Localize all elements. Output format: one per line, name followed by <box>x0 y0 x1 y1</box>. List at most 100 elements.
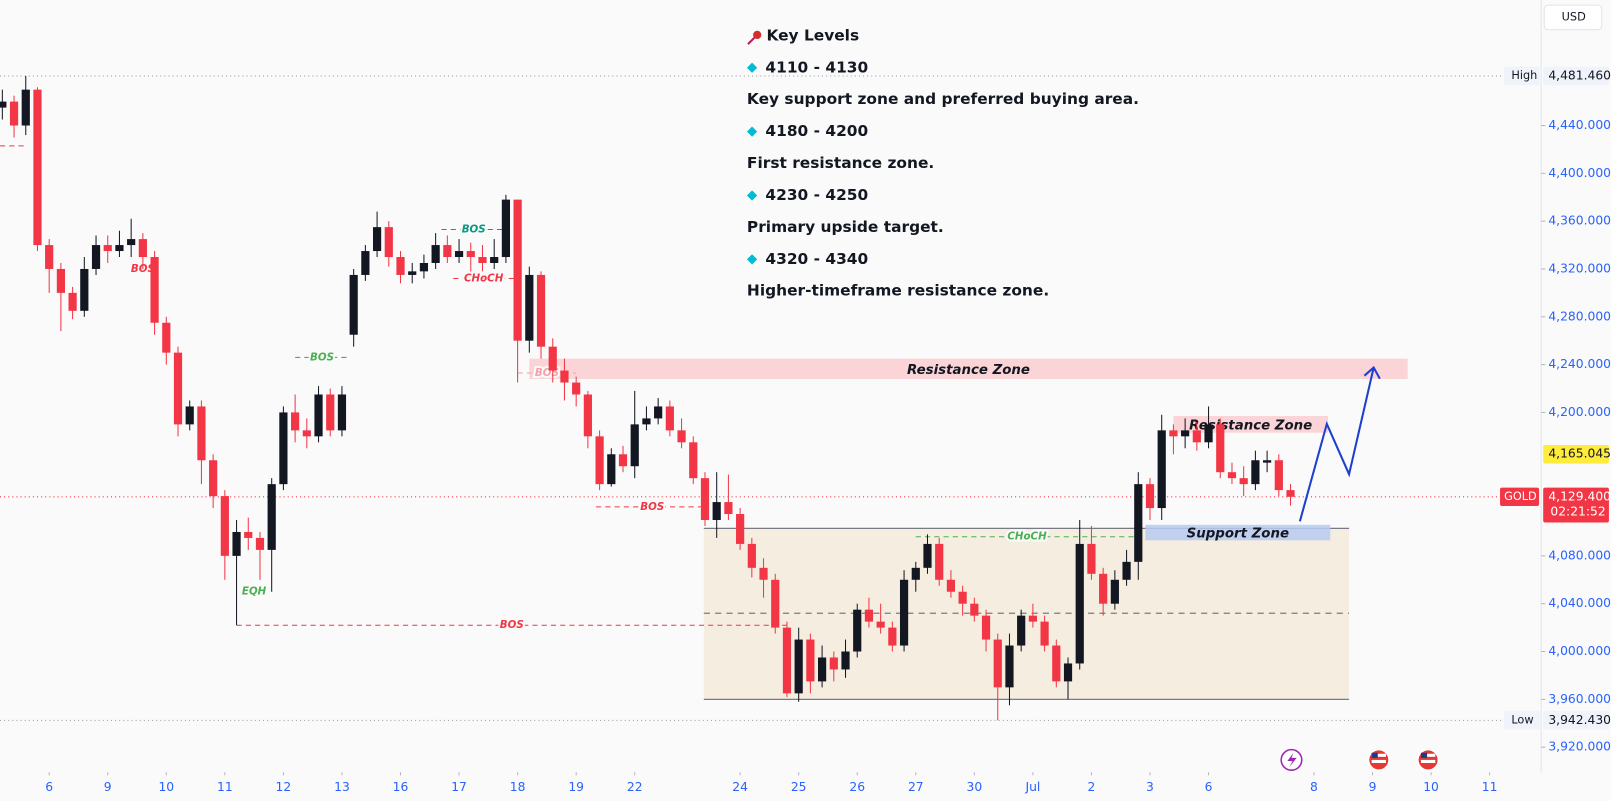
x-tick-label: 8 <box>1310 780 1318 794</box>
lightning-icon <box>1287 752 1297 768</box>
level-range: 4110 - 4130 <box>765 58 868 76</box>
candle-body <box>127 239 136 246</box>
currency-label: USD <box>1562 10 1586 23</box>
pin-head <box>753 30 762 40</box>
structure-label: BOS <box>131 263 155 275</box>
x-tick-label: 25 <box>791 780 807 794</box>
level-description: First resistance zone. <box>747 154 934 172</box>
candle-body <box>21 89 30 126</box>
candle-body <box>654 406 663 419</box>
time-axis: 6 9 10 11 12 13 16 17 18 19 22 24 25 26 27 30 Jul 2 3 6 8 9 10… <box>45 772 1497 794</box>
level-description: Higher-timeframe resistance zone. <box>747 282 1049 300</box>
currency-button[interactable] <box>1543 4 1603 31</box>
candle-body <box>396 257 405 275</box>
candle-body <box>162 322 171 353</box>
candle-body <box>279 412 288 485</box>
candle-body <box>935 543 944 580</box>
candle-body <box>1122 561 1131 580</box>
candle-body <box>384 227 393 258</box>
candle-body <box>513 199 522 341</box>
candle-body <box>1134 484 1143 562</box>
x-tick-label: 26 <box>849 780 865 794</box>
candle-body <box>1040 621 1049 646</box>
zone-label: Resistance Zone <box>907 363 1030 378</box>
candle-body <box>1251 460 1260 485</box>
y-tick-label: 3,960.000 <box>1548 692 1611 706</box>
y-tick-label: 4,000.000 <box>1548 644 1611 658</box>
candle-body <box>185 406 194 425</box>
candle-body <box>197 406 206 461</box>
x-tick-label: Jul <box>1024 780 1040 794</box>
candle-body <box>677 430 686 443</box>
y-tick-label: 4,080.000 <box>1548 548 1611 562</box>
last-price-box <box>1543 487 1609 523</box>
candle-body <box>841 651 850 670</box>
x-tick-label: 11 <box>1482 780 1498 794</box>
candle-body <box>560 370 569 383</box>
value-box <box>1543 711 1609 730</box>
candle-body <box>736 514 745 544</box>
candle-body <box>1286 490 1295 497</box>
candle-body <box>361 251 370 275</box>
x-tick-label: 27 <box>908 780 924 794</box>
candle-body <box>1192 430 1201 443</box>
candle-body <box>548 346 557 371</box>
y-tick-label: 4,040.000 <box>1548 596 1611 610</box>
candle-body <box>91 245 101 269</box>
x-tick-label: 17 <box>451 780 467 794</box>
x-tick-label: 10 <box>1423 780 1439 794</box>
candle-body <box>970 603 979 616</box>
candle-body <box>806 639 815 682</box>
candle-body <box>220 496 229 556</box>
candle-body <box>782 627 792 694</box>
candle-body <box>337 394 347 431</box>
level-range: 4180 - 4200 <box>765 122 868 140</box>
structure-label: BOS <box>310 351 334 363</box>
candle-body <box>712 502 721 521</box>
x-tick-label: 10 <box>158 780 174 794</box>
candle-body <box>583 394 592 437</box>
candle-body <box>1157 430 1166 509</box>
x-tick-label: 16 <box>393 780 409 794</box>
candle-body <box>981 615 991 640</box>
candle-body <box>1052 645 1061 682</box>
projection-arrowhead <box>1363 365 1381 380</box>
flag-stripe <box>1371 759 1386 764</box>
candle-body <box>1028 615 1037 622</box>
candle-body <box>244 531 253 538</box>
candle-body <box>1216 424 1225 473</box>
candle-body <box>454 251 464 258</box>
flag-canton <box>1371 752 1378 758</box>
candle-body <box>1075 543 1084 664</box>
flag-canton <box>1420 752 1428 758</box>
x-tick-label: 24 <box>732 780 748 794</box>
value-text: 4,481.460 <box>1548 68 1611 82</box>
key-levels-note: Key Levels 4110 - 4130 Key support zone a… <box>746 26 1139 300</box>
candle-body <box>1005 645 1014 688</box>
structure-label: EQH <box>242 586 267 598</box>
candle-body <box>115 245 124 252</box>
candle-body <box>45 245 54 269</box>
candle-body <box>501 199 511 258</box>
candle-body <box>291 412 300 431</box>
candle-body <box>946 579 956 592</box>
candle-body <box>209 460 218 497</box>
candle-body <box>349 274 358 335</box>
x-tick-label: 30 <box>966 780 982 794</box>
candle-body <box>759 567 768 580</box>
candle-body <box>817 657 827 682</box>
flag-stripe <box>1420 759 1436 764</box>
candle-body <box>80 268 89 311</box>
alert-label: 4,165.045 <box>1548 447 1611 461</box>
x-tick-label: 13 <box>334 780 350 794</box>
x-tick-label: 9 <box>1369 780 1377 794</box>
candle-body <box>490 257 499 263</box>
candle-body <box>899 579 909 646</box>
tag-text: High <box>1511 69 1537 82</box>
symbol-box <box>1500 487 1540 507</box>
structure-label: CHoCH <box>1007 531 1047 543</box>
candle-body <box>864 609 874 622</box>
candle-body <box>1227 472 1237 479</box>
y-tick-label: 4,280.000 <box>1548 309 1611 323</box>
candle-body <box>1017 615 1026 646</box>
